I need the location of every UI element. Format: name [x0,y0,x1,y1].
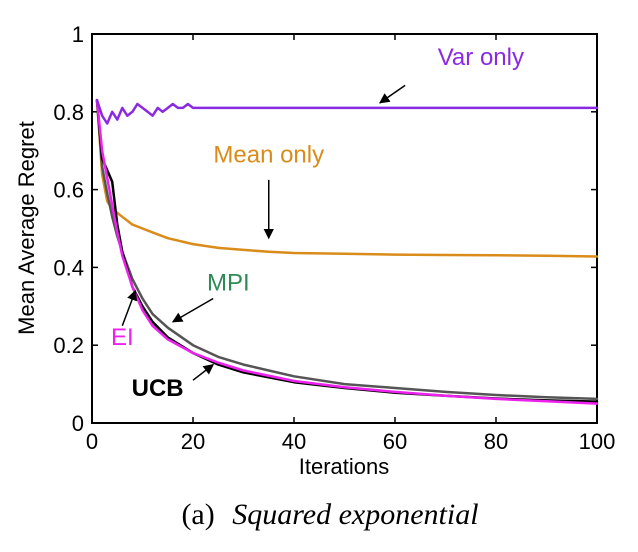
series-line-ucb [95,98,599,403]
x-tick-label: 20 [181,429,205,454]
annotation-arrow [121,289,138,327]
x-axis-label: Iterations [299,454,390,479]
series-line-mpi [95,98,599,401]
y-tick-label: 1 [72,22,84,47]
series-line-mean-only [95,98,599,258]
x-tick-label: 80 [484,429,508,454]
y-tick-label: 0.2 [53,333,84,358]
x-tick-label: 100 [579,429,616,454]
annotation-arrow [378,84,406,104]
y-tick-label: 0.8 [53,100,84,125]
plot-frame [91,33,598,424]
y-axis-label: Mean Average Regret [14,121,39,335]
x-tick-label: 60 [383,429,407,454]
annotation-ei: EI [111,324,134,351]
annotation-mean-only: Mean only [213,141,324,168]
y-tick-label: 0.4 [53,255,84,280]
series-line-var-only [95,98,599,125]
series-line-ei [95,98,599,405]
x-tick-label: 40 [282,429,306,454]
annotation-var-only: Var only [438,44,524,71]
annotations: Var only Mean only MPI EI UCB [111,44,524,402]
annotation-arrow [171,297,214,323]
caption-label: (a) [181,498,214,531]
figure-caption: (a) Squared exponential [181,498,478,531]
caption-text: Squared exponential [232,498,478,531]
annotation-ucb: UCB [132,375,184,402]
axis-ticks: 0 20 40 60 80 100 0 0.2 0.4 0.6 0.8 1 [53,22,615,454]
annotation-mpi: MPI [207,270,250,297]
series-lines [95,98,599,405]
x-tick-label: 0 [86,429,98,454]
y-tick-label: 0.6 [53,178,84,203]
annotation-arrow [192,364,215,381]
y-tick-label: 0 [72,411,84,436]
